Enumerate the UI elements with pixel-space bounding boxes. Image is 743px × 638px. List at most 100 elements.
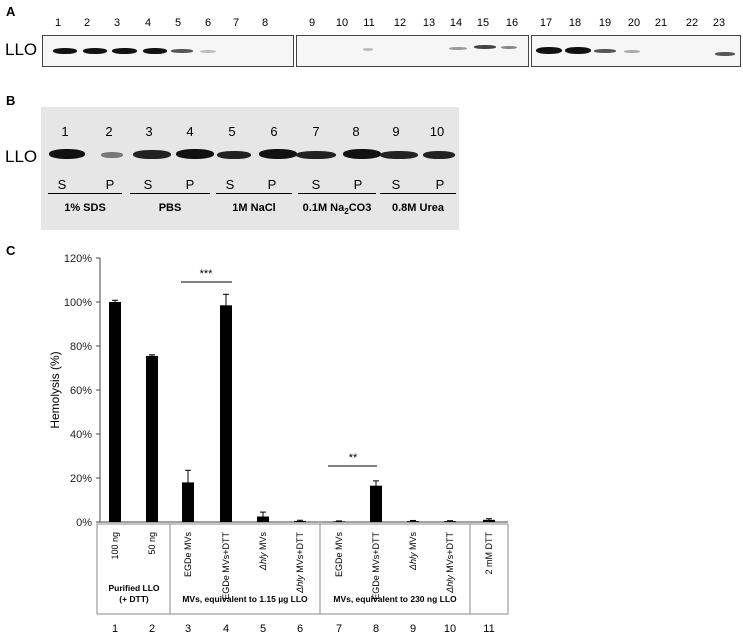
group-boxes: Purified LLO(+ DTT) MVs, equivalent to 1.…	[96, 523, 509, 615]
x-tick-label: 2 mM DTT	[484, 532, 494, 575]
blot-band	[715, 52, 735, 56]
x-tick-label: EGDe MVs	[183, 532, 193, 578]
blot-band	[112, 48, 137, 54]
bar	[182, 482, 194, 522]
group-label-230ng: MVs, equivalent to 230 ng LLO	[333, 594, 457, 604]
chart-lane-numbers: 1 2 3 4 5 6 7 8 9 10 11	[112, 623, 495, 635]
chart-lane-number: 2	[149, 623, 155, 635]
supernatant-label: S	[57, 177, 67, 192]
panel-a-lane-number: 10	[335, 17, 349, 29]
panel-a-lane-number: 6	[204, 17, 212, 29]
blot-band	[363, 48, 373, 51]
x-tick-labels: 100 ng 50 ng EGDe MVs EGDe MVs+DTT Δhly MVsΔ…	[110, 532, 494, 600]
chart-lane-number: 8	[373, 623, 379, 635]
blot-band	[101, 152, 123, 158]
panel-b-lane-number: 1	[61, 124, 69, 139]
bar	[146, 355, 158, 522]
x-tick-label: EGDe MVs+DTT	[221, 532, 231, 600]
x-tick-label-rest: MVs	[258, 532, 268, 553]
condition-underline	[216, 193, 292, 194]
panel-a-lane-number: 16	[505, 17, 519, 29]
panel-a-lane-number: 23	[712, 17, 726, 29]
condition-sds: 1% SDS	[64, 202, 106, 214]
bar	[220, 305, 232, 522]
x-tick-label-rest: MVs+DTT	[295, 532, 305, 576]
blot-a-strip-3	[531, 35, 741, 67]
condition-underline	[48, 193, 122, 194]
group-label-purified-line2: (+ DTT)	[119, 594, 149, 604]
blot-band	[536, 47, 562, 54]
blot-b-image	[41, 107, 459, 230]
blot-band	[217, 151, 251, 159]
condition-pbs: PBS	[158, 202, 182, 214]
panel-a-lane-number: 12	[393, 17, 407, 29]
panel-b-lane-number: 7	[312, 124, 320, 139]
blot-band	[474, 45, 496, 49]
chart-lane-number: 4	[223, 623, 229, 635]
condition-urea: 0.8M Urea	[392, 202, 444, 214]
panel-b-lane-number: 6	[270, 124, 278, 139]
bar	[109, 302, 121, 522]
panel-b-row-label: LLO	[5, 147, 38, 166]
panel-b-lane-number: 2	[105, 124, 113, 139]
blot-band	[624, 50, 640, 53]
supernatant-label: S	[391, 177, 401, 192]
supernatant-label: S	[311, 177, 321, 192]
condition-underline	[380, 193, 456, 194]
panel-a-lane-number: 21	[654, 17, 668, 29]
chart-lane-number: 3	[185, 623, 191, 635]
blot-band	[343, 149, 381, 159]
condition-nacl: 1M NaCl	[232, 202, 276, 214]
x-tick-label-italic: Δhly	[258, 552, 268, 571]
blot-band	[53, 48, 77, 54]
y-axis: 0% 20% 40% 60% 80% 100% 120% Hemolysis (%)	[48, 253, 508, 529]
x-tick-label-italic: Δhly	[408, 552, 418, 571]
y-axis-title: Hemolysis (%)	[48, 351, 62, 428]
group-label-115ug: MVs, equivalent to 1.15 µg LLO	[182, 594, 308, 604]
blot-band	[380, 151, 418, 159]
x-tick-label: Δhly MVs	[258, 532, 268, 572]
x-tick-label-italic: Δhly	[445, 575, 455, 594]
panel-a-lane-number: 18	[568, 17, 582, 29]
panel-b-lane-number: 10	[429, 124, 445, 139]
condition-na2co3-text: 0.1M Na	[302, 202, 345, 214]
panel-a-lane-number: 19	[598, 17, 612, 29]
panel-c-letter: C	[6, 243, 16, 258]
bars	[109, 293, 495, 522]
chart-lane-number: 9	[410, 623, 416, 635]
x-tick-label: Δhly MVs	[408, 532, 418, 572]
blot-band	[594, 49, 616, 53]
panel-a-lane-number: 3	[113, 17, 121, 29]
panel-a-lane-number: 1	[54, 17, 62, 29]
chart-lane-number: 7	[336, 623, 342, 635]
blot-band	[83, 48, 107, 54]
sig-stars-1: ***	[200, 268, 214, 280]
blot-band	[133, 150, 171, 159]
blot-band	[176, 149, 214, 159]
pellet-label: P	[185, 177, 195, 192]
condition-underline	[130, 193, 210, 194]
panel-a-lane-number: 7	[232, 17, 240, 29]
group-box-dtt	[469, 523, 509, 615]
y-tick-label: 20%	[70, 473, 92, 485]
condition-underline	[298, 193, 376, 194]
x-tick-label-italic: Δhly	[295, 575, 305, 594]
pellet-label: P	[435, 177, 445, 192]
panel-a-lane-number: 11	[363, 17, 375, 29]
pellet-label: P	[353, 177, 363, 192]
panel-a-lane-number: 20	[627, 17, 641, 29]
x-tick-label-rest: MVs+DTT	[445, 532, 455, 576]
blot-band	[565, 47, 591, 54]
panel-b-letter: B	[6, 93, 16, 108]
condition-na2co3-tail: CO3	[348, 202, 372, 214]
blot-band	[423, 151, 455, 159]
x-tick-label: Δhly MVs+DTT	[295, 532, 305, 594]
y-tick-label: 40%	[70, 429, 92, 441]
panel-b-lane-number: 9	[392, 124, 400, 139]
condition-na2co3: 0.1M Na2CO3	[294, 202, 380, 216]
panel-a-letter: A	[6, 4, 16, 19]
panel-a-lane-number: 4	[144, 17, 152, 29]
panel-b-lane-number: 3	[145, 124, 153, 139]
x-tick-label: 100 ng	[110, 532, 120, 560]
blot-band	[171, 49, 193, 53]
